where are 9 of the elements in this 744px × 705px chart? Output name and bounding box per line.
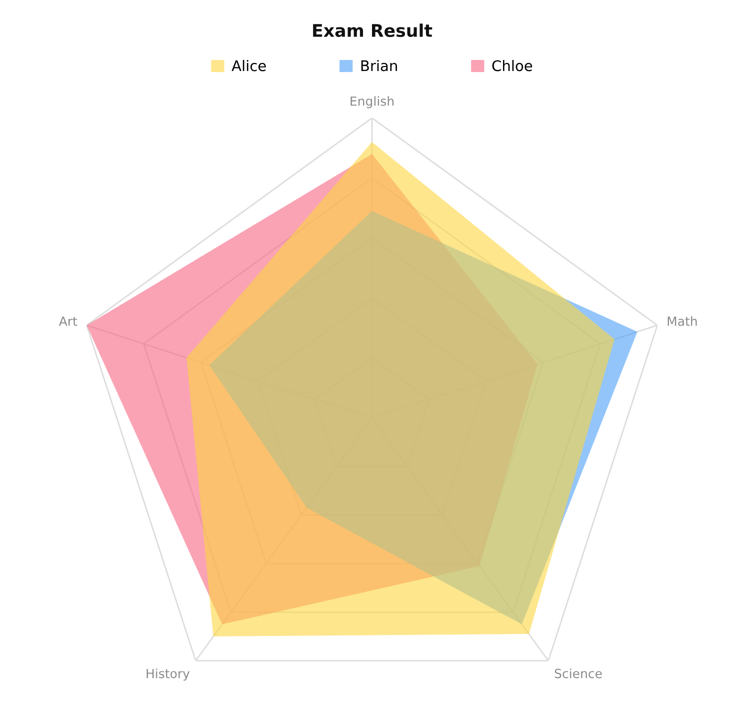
- spoke-label: English: [350, 96, 394, 108]
- legend-label: Brian: [361, 60, 397, 72]
- legend-label: Alice: [232, 60, 266, 72]
- spoke-label: Math: [668, 316, 697, 326]
- spoke-label: Art: [58, 316, 78, 326]
- spoke-label: History: [146, 668, 190, 681]
- spoke-label: Science: [554, 668, 602, 678]
- chart-title: Exam Result: [313, 24, 432, 38]
- legend-label: Chloe: [492, 60, 532, 72]
